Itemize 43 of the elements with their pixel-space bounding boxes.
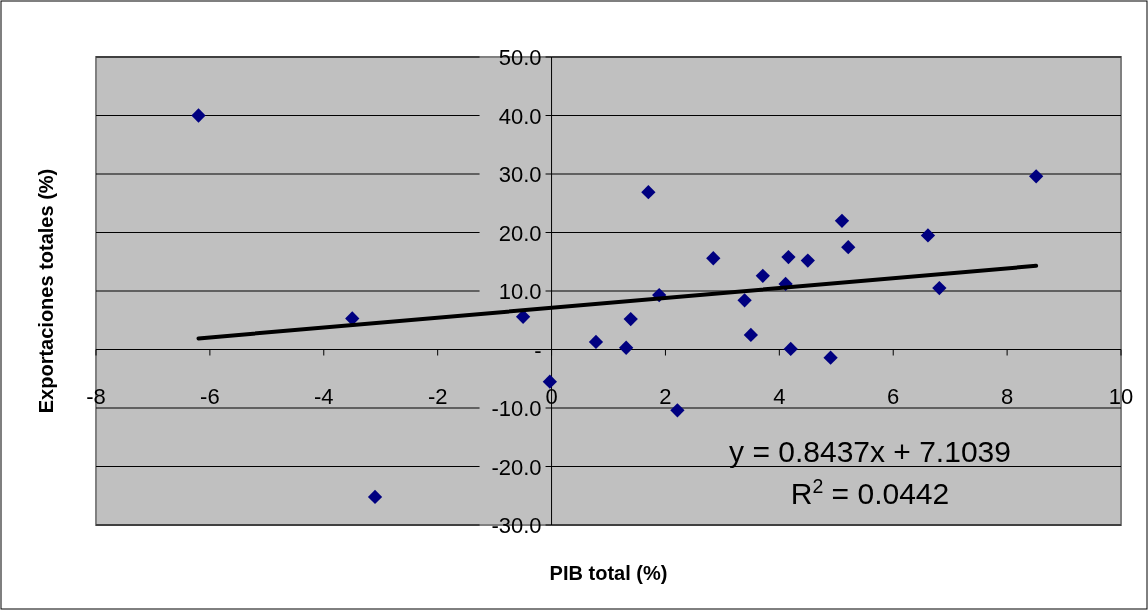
- point: [834, 213, 850, 228]
- annotation: R$^{2}$ = 0.0442: [790, 475, 950, 510]
- point: [670, 403, 685, 418]
- point: [542, 374, 557, 389]
- point: [755, 268, 770, 283]
- y-tick-label: 20.0: [498, 220, 542, 246]
- point: [800, 253, 815, 268]
- point: [841, 239, 856, 255]
- x-tick-label: -2: [427, 383, 448, 409]
- point: [783, 341, 798, 357]
- point: [737, 293, 752, 308]
- x-tick-label: 4: [773, 383, 786, 409]
- x-axis-title: PIB total (%): [549, 562, 668, 584]
- x-tick-label: 10: [1108, 383, 1134, 409]
- y-tick-label: -20.0: [491, 454, 542, 480]
- x-tick-label: 2: [659, 383, 672, 409]
- y-tick-label: 10.0: [498, 279, 542, 304]
- x-tick-label: -6: [200, 383, 220, 409]
- y-tick-label: 30.0: [498, 162, 542, 187]
- point: [619, 340, 634, 355]
- x-tick-label: 6: [887, 383, 900, 409]
- y-axis-title: Exportaciones totales (%): [35, 168, 57, 414]
- point: [588, 334, 604, 350]
- point: [191, 108, 206, 123]
- x-tick-label: 8: [1000, 383, 1014, 409]
- point: [623, 311, 638, 327]
- point: [823, 350, 838, 365]
- y-tick-label: -30.0: [491, 513, 542, 538]
- y-tick-label: -: [534, 337, 542, 363]
- point: [743, 327, 758, 343]
- x-tick-label: -4: [314, 383, 334, 409]
- point: [920, 228, 936, 243]
- point: [641, 184, 656, 200]
- y-tick-label: -10.0: [491, 396, 542, 421]
- y-tick-label: 40.0: [498, 103, 542, 129]
- point: [1029, 169, 1044, 184]
- point: [932, 280, 947, 296]
- point: [706, 251, 721, 266]
- point: [367, 489, 383, 505]
- x-tick-label: -8: [86, 383, 106, 409]
- point: [345, 311, 360, 326]
- y-tick-label: 50.0: [498, 45, 542, 70]
- point: [781, 249, 796, 265]
